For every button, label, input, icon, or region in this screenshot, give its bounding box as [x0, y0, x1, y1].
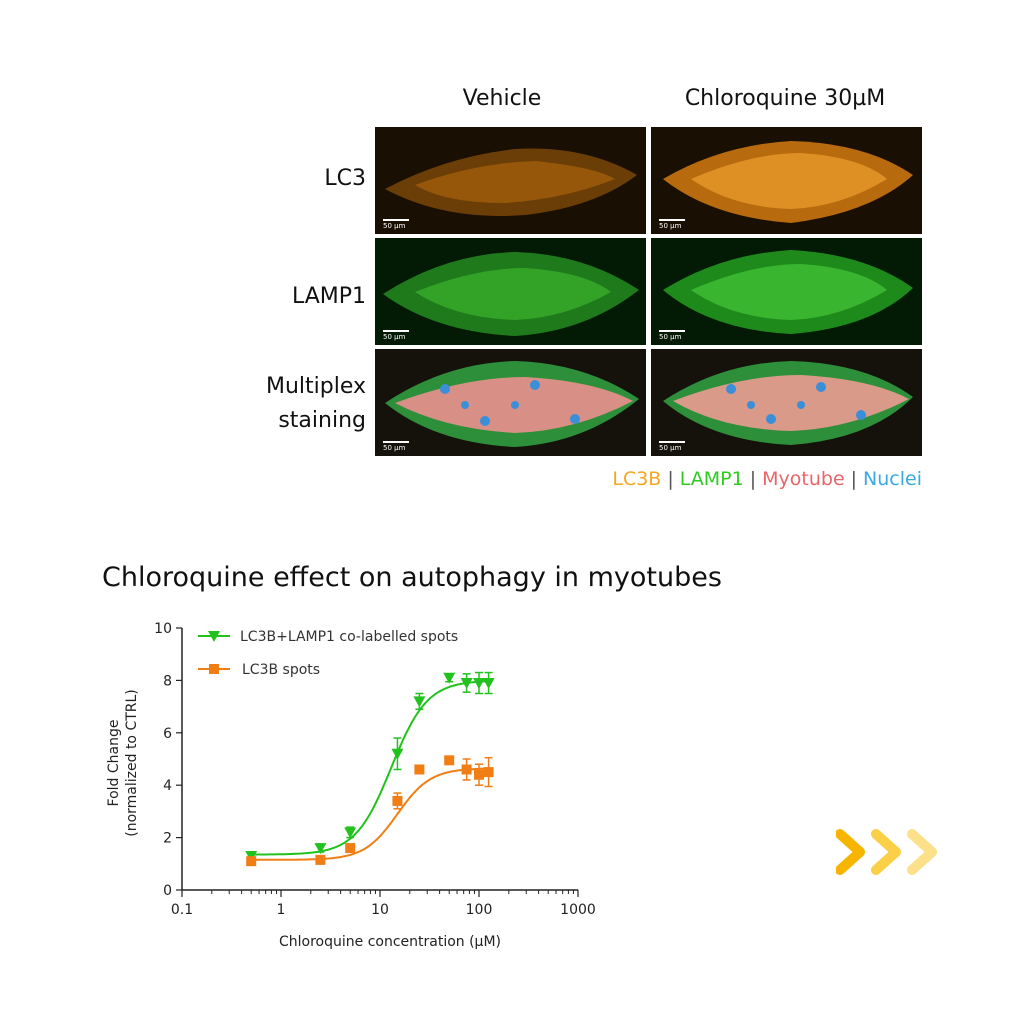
- stain-label-myotube: Myotube: [762, 468, 845, 490]
- data-point-series-1: [345, 843, 356, 854]
- column-label-vehicle: Vehicle: [462, 86, 542, 111]
- data-point-series-1: [474, 769, 484, 780]
- stain-legend: LC3B | LAMP1 | Myotube | Nuclei: [612, 468, 922, 490]
- scale-bar: 50 µm: [383, 441, 409, 452]
- stain-label-lamp1: LAMP1: [679, 468, 744, 490]
- stain-label-lc3b: LC3B: [612, 468, 662, 490]
- y-tick-label: 6: [163, 726, 172, 742]
- micrograph-lamp1-vehicle: 50 µm: [375, 238, 646, 345]
- data-point-series-1: [315, 854, 326, 865]
- x-tick-label: 10: [371, 902, 389, 918]
- y-tick-label: 4: [163, 778, 172, 794]
- data-point-series-1: [414, 764, 425, 775]
- x-tick-label: 0.1: [171, 902, 193, 918]
- micrograph-lc3-chloroquine: 50 µm: [651, 127, 922, 234]
- data-point-series-1: [461, 764, 472, 775]
- y-tick-label: 10: [154, 621, 172, 637]
- scale-bar: 50 µm: [659, 330, 685, 341]
- chart-title: Chloroquine effect on autophagy in myotu…: [102, 562, 722, 593]
- micrograph-lamp1-chloroquine: 50 µm: [651, 238, 922, 345]
- legend-marker: [208, 631, 220, 642]
- scale-bar: 50 µm: [383, 219, 409, 230]
- data-point-series-1: [392, 795, 403, 806]
- y-tick-label: 0: [163, 883, 172, 899]
- data-point-series-0: [391, 748, 404, 760]
- scale-bar: 50 µm: [659, 219, 685, 230]
- data-point-series-0: [413, 696, 426, 708]
- data-point-series-0: [344, 827, 357, 839]
- scale-bar: 50 µm: [383, 330, 409, 341]
- legend-marker: [209, 664, 219, 674]
- column-label-chloroquine: Chloroquine 30µM: [684, 86, 886, 111]
- fit-curve-series-0: [251, 680, 489, 856]
- data-point-series-0: [314, 843, 327, 855]
- scale-bar: 50 µm: [659, 441, 685, 452]
- legend-label: LC3B spots: [242, 662, 320, 678]
- micrograph-multiplex-chloroquine: 50 µm: [651, 349, 922, 456]
- data-point-series-0: [473, 678, 485, 690]
- fit-curve-series-1: [251, 767, 489, 861]
- y-tick-label: 2: [163, 831, 172, 847]
- micrograph-multiplex-vehicle: 50 µm: [375, 349, 646, 456]
- data-point-series-0: [443, 672, 456, 684]
- stain-label-nuclei: Nuclei: [863, 468, 922, 490]
- row-label-lc3: LC3: [324, 166, 366, 191]
- data-point-series-1: [246, 856, 257, 867]
- chevron-arrows-icon: [836, 829, 937, 875]
- y-axis-label: Fold Change: [106, 720, 122, 807]
- x-tick-label: 100: [466, 902, 493, 918]
- micrograph-lc3-vehicle: 50 µm: [375, 127, 646, 234]
- legend-label: LC3B+LAMP1 co-labelled spots: [240, 629, 458, 645]
- data-point-series-0: [460, 678, 473, 690]
- data-point-series-1: [483, 767, 494, 778]
- x-tick-label: 1000: [560, 902, 596, 918]
- x-tick-label: 1: [277, 902, 286, 918]
- data-point-series-1: [444, 755, 455, 766]
- data-point-series-0: [482, 678, 495, 690]
- dose-response-chart: 0 2 4 6 8 10 0.1 1 10 100 1000 Chloroquine concentr…: [106, 621, 596, 950]
- row-label-lamp1: LAMP1: [291, 284, 366, 309]
- row-label-multiplex: Multiplex staining: [265, 374, 366, 433]
- y-tick-label: 8: [163, 673, 172, 689]
- y-axis-label: (normalized to CTRL): [124, 689, 140, 837]
- x-axis-label: Chloroquine concentration (µM): [279, 934, 501, 950]
